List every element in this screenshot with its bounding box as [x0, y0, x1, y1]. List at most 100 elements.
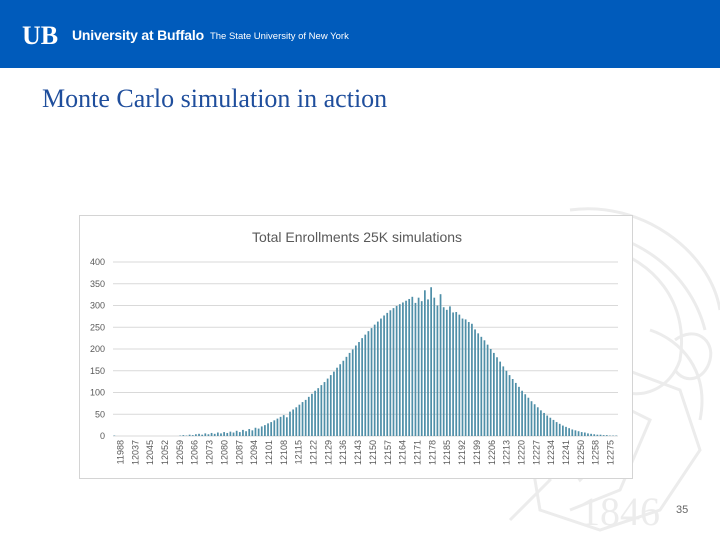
histogram-bar — [267, 423, 269, 436]
histogram-bar — [477, 333, 480, 436]
histogram-bar — [433, 297, 436, 436]
chart-title: Total Enrollments 25K simulations — [252, 229, 462, 245]
histogram-bar — [514, 382, 517, 436]
x-tick-label: 12115 — [294, 440, 304, 464]
histogram-bar — [499, 361, 502, 436]
histogram-bar — [201, 434, 204, 436]
histogram-bar — [483, 340, 486, 436]
histogram-bar — [238, 432, 241, 436]
histogram-bar — [580, 432, 583, 436]
histogram-bar — [445, 309, 448, 436]
x-tick-label: 12220 — [516, 440, 526, 465]
x-tick-label: 12108 — [279, 440, 289, 465]
histogram-bar — [264, 425, 266, 437]
y-tick-label: 400 — [90, 257, 105, 267]
histogram-bar — [232, 432, 235, 436]
histogram-bar — [223, 432, 225, 436]
histogram-bar — [204, 433, 207, 436]
histogram-bar — [323, 382, 326, 436]
histogram-bar — [213, 433, 216, 436]
x-tick-label: 12234 — [546, 440, 556, 465]
histogram-bar — [549, 417, 552, 436]
histogram-bar — [364, 334, 367, 436]
histogram-bar — [530, 401, 533, 436]
histogram-bar — [552, 419, 555, 436]
histogram-bar — [260, 426, 263, 436]
histogram-bar — [577, 431, 580, 436]
y-tick-label: 300 — [90, 301, 105, 311]
histogram-bar — [380, 318, 382, 436]
histogram-bar — [248, 429, 251, 436]
y-tick-label: 100 — [90, 388, 105, 398]
bars-layer — [113, 287, 618, 437]
page-number: 35 — [676, 504, 689, 516]
histogram-bar — [599, 434, 602, 436]
histogram-bar — [527, 397, 530, 436]
x-tick-label: 12227 — [531, 440, 541, 465]
ub-logo[interactable]: UB University at Buffalo The State Unive… — [22, 22, 349, 48]
histogram-bar — [605, 435, 608, 436]
y-tick-label: 200 — [90, 344, 105, 354]
histogram-bar — [295, 407, 298, 436]
x-tick-label: 12045 — [145, 440, 155, 465]
histogram-bar — [320, 385, 323, 436]
histogram-bar — [251, 430, 254, 436]
x-tick-label: 12275 — [606, 440, 616, 465]
histogram-bar — [207, 434, 210, 436]
x-tick-label: 12094 — [249, 440, 259, 465]
y-tick-label: 350 — [90, 279, 105, 289]
ub-logo-mark-icon: UB — [22, 22, 58, 48]
histogram-bar — [339, 364, 342, 436]
histogram-bar — [430, 287, 432, 436]
histogram-bar — [474, 329, 476, 436]
histogram-bar — [402, 302, 404, 436]
histogram-bar — [367, 331, 370, 436]
university-name: University at Buffalo — [72, 27, 204, 43]
histogram-bar — [376, 321, 379, 436]
x-tick-label: 12080 — [219, 440, 229, 465]
histogram-bar — [502, 366, 505, 436]
histogram-bar — [411, 296, 414, 436]
x-tick-label: 12199 — [472, 440, 482, 465]
histogram-bar — [289, 411, 291, 436]
histogram-bar — [574, 430, 577, 436]
histogram-bar — [505, 370, 508, 436]
histogram-bar — [389, 310, 392, 436]
histogram-bar — [596, 434, 599, 436]
x-tick-label: 12073 — [205, 440, 215, 465]
svg-text:UB: UB — [22, 22, 58, 48]
histogram-bar — [188, 434, 191, 436]
x-tick-label: 12101 — [264, 440, 274, 465]
histogram-bar — [301, 402, 304, 436]
x-tick-label: 12157 — [383, 440, 393, 465]
histogram-bar — [242, 429, 244, 436]
chart-frame: Total Enrollments 25K simulations 0 50 100… — [79, 215, 633, 479]
histogram-bar — [546, 415, 549, 436]
histogram-bar — [398, 304, 401, 436]
histogram-bar — [587, 433, 589, 436]
histogram-bar — [279, 416, 282, 436]
histogram-bar — [558, 423, 561, 436]
histogram-bar — [361, 338, 363, 437]
histogram-bar — [533, 404, 536, 436]
histogram-bar — [216, 432, 219, 436]
histogram-bar — [471, 323, 473, 436]
histogram-bar — [464, 319, 467, 436]
histogram-bar — [304, 399, 307, 436]
histogram-bar — [292, 409, 294, 436]
histogram-bar — [392, 308, 395, 436]
histogram-bar — [568, 428, 571, 436]
histogram-bar — [417, 297, 420, 436]
histogram-bar — [191, 435, 194, 436]
x-axis-ticks: 11988 12037 12045 12052 12059 12066 12073 12080… — [115, 440, 615, 465]
histogram-bar — [383, 315, 385, 436]
histogram-bar — [480, 336, 483, 436]
x-tick-label: 12164 — [398, 440, 408, 465]
histogram-bar — [354, 345, 357, 436]
histogram-bar — [486, 344, 489, 436]
histogram-bar — [593, 434, 596, 436]
histogram-bar — [210, 432, 213, 436]
histogram-bar — [489, 349, 492, 436]
x-tick-label: 12052 — [160, 440, 170, 465]
histogram-bar — [590, 433, 592, 436]
